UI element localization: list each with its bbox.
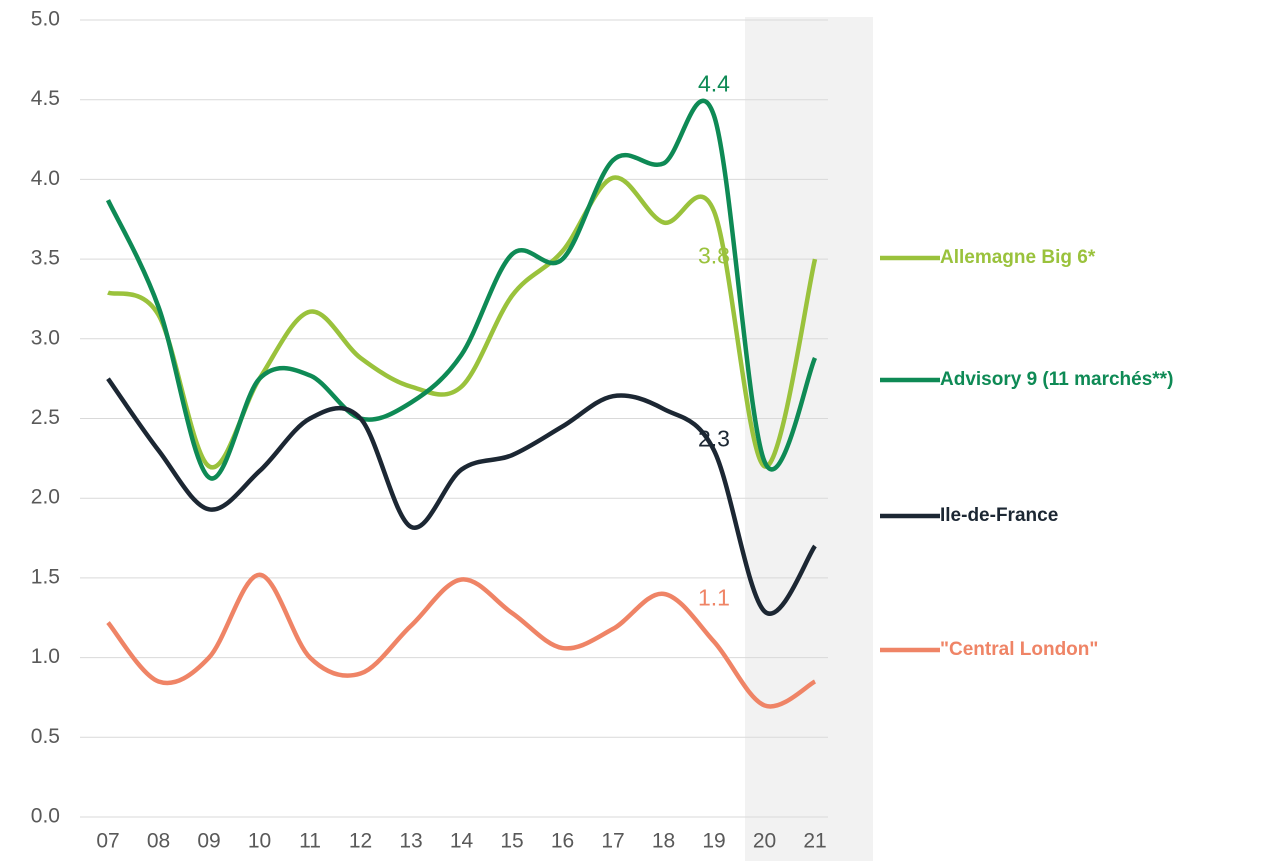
y-tick-label: 3.5 <box>31 247 60 270</box>
x-tick-label: 15 <box>500 830 523 853</box>
y-tick-label: 2.5 <box>31 406 60 429</box>
legend-label: "Central London" <box>940 639 1098 660</box>
data-label: 1.1 <box>698 585 730 611</box>
x-tick-label: 08 <box>147 830 170 853</box>
x-tick-label: 19 <box>702 830 725 853</box>
x-tick-label: 17 <box>601 830 624 853</box>
series-line <box>106 377 817 616</box>
series-line <box>107 175 818 470</box>
x-tick-label: 09 <box>197 830 220 853</box>
x-tick-label: 07 <box>96 830 119 853</box>
x-tick-label: 10 <box>248 830 271 853</box>
x-tick-label: 20 <box>753 830 776 853</box>
y-tick-label: 2.0 <box>31 486 60 509</box>
data-label: 4.4 <box>698 71 730 97</box>
x-tick-label: 21 <box>803 830 826 853</box>
shaded-period <box>745 17 873 861</box>
y-tick-label: 1.0 <box>31 645 60 668</box>
y-tick-label: 4.5 <box>31 87 60 110</box>
y-tick-label: 1.5 <box>31 565 60 588</box>
legend-label: Allemagne Big 6* <box>940 247 1096 268</box>
y-tick-label: 0.0 <box>31 805 60 828</box>
data-label: 3.8 <box>698 242 730 268</box>
x-tick-label: 14 <box>450 830 474 853</box>
x-tick-label: 11 <box>299 830 321 853</box>
x-tick-label: 12 <box>349 830 372 853</box>
y-tick-label: 4.0 <box>31 167 60 190</box>
y-tick-label: 0.5 <box>31 725 60 748</box>
data-label: 2.3 <box>698 425 730 451</box>
y-tick-label: 3.0 <box>31 326 60 349</box>
x-tick-label: 13 <box>399 830 422 853</box>
y-tick-label: 5.0 <box>31 8 60 31</box>
legend-label: Ile-de-France <box>940 505 1058 526</box>
x-tick-label: 16 <box>551 830 574 853</box>
series-line <box>106 572 817 709</box>
series-line <box>105 98 818 481</box>
legend-label: Advisory 9 (11 marchés**) <box>940 369 1173 390</box>
x-tick-label: 18 <box>652 830 675 853</box>
